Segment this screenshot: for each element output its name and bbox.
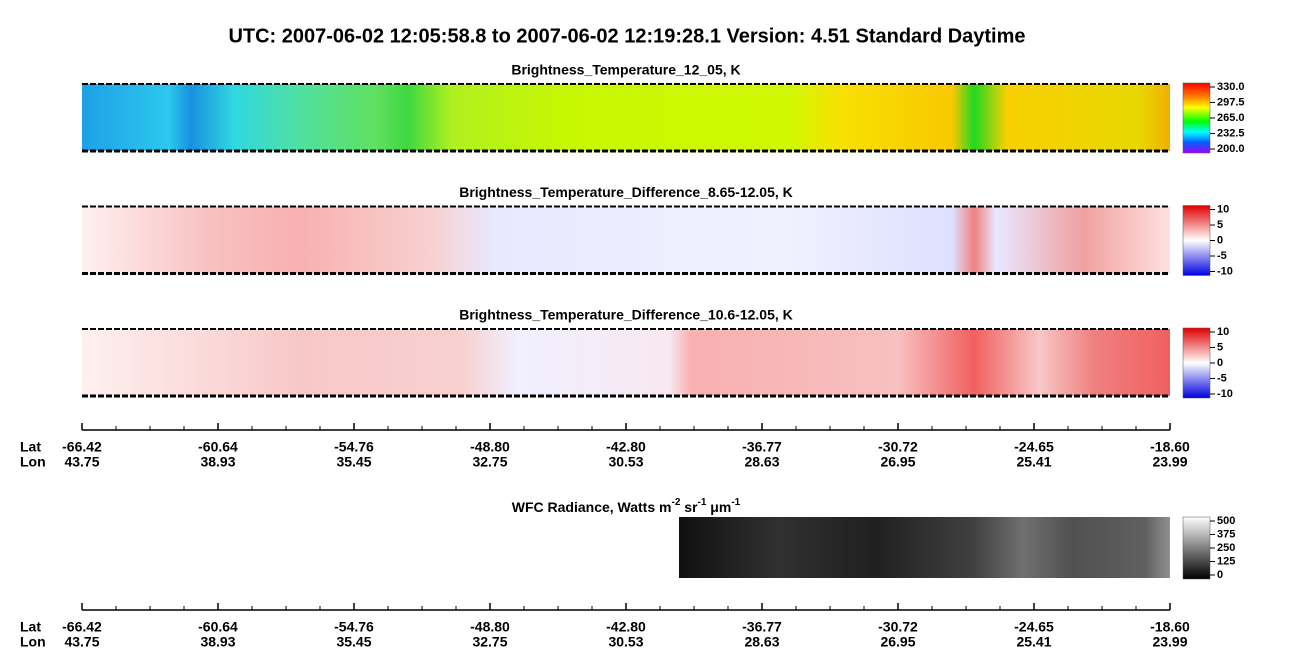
panel-title: Brightness_Temperature_Difference_8.65-1…: [459, 184, 793, 200]
colorbar-label: 200.0: [1217, 143, 1245, 155]
lat-label: -42.80: [606, 439, 646, 455]
lon-label: 35.45: [336, 634, 371, 650]
row-label: Lat: [20, 619, 41, 635]
colorbar-label: 10: [1217, 203, 1229, 215]
colorbar-label: -10: [1217, 265, 1233, 277]
title-part: -1: [731, 497, 740, 508]
title-part: μm: [706, 499, 731, 515]
lat-label: -36.77: [742, 439, 782, 455]
colorbar: [1182, 205, 1211, 276]
lat-label: -54.76: [334, 439, 374, 455]
lat-label: -54.76: [334, 619, 374, 635]
panel-title: Brightness_Temperature_12_05, K: [511, 62, 740, 78]
colorbar-label: 125: [1217, 555, 1235, 567]
lon-label: 30.53: [608, 454, 643, 470]
row-label: Lon: [20, 454, 46, 470]
title-part: WFC Radiance, Watts m: [512, 499, 672, 515]
lat-label: -48.80: [470, 439, 510, 455]
lon-label: 43.75: [64, 634, 99, 650]
lon-label: 25.41: [1016, 634, 1051, 650]
row-label: Lat: [20, 439, 41, 455]
colorbar-label: 0: [1217, 357, 1223, 369]
lat-label: -24.65: [1014, 619, 1054, 635]
lon-label: 32.75: [472, 454, 507, 470]
lon-label: 23.99: [1152, 634, 1187, 650]
lon-label: 43.75: [64, 454, 99, 470]
colorbar: [1182, 327, 1211, 399]
colorbar-label: 232.5: [1217, 127, 1245, 139]
image-strip: [679, 517, 1170, 578]
lat-label: -30.72: [878, 619, 918, 635]
colorbar-label: 297.5: [1217, 96, 1245, 108]
lon-label: 25.41: [1016, 454, 1051, 470]
colorbar: [1182, 516, 1211, 580]
title: UTC: 2007-06-02 12:05:58.8 to 2007-06-02…: [228, 25, 1025, 47]
lon-label: 23.99: [1152, 454, 1187, 470]
colorbar-label: 5: [1217, 341, 1223, 353]
lat-label: -36.77: [742, 619, 782, 635]
colorbar-label: -5: [1217, 250, 1227, 262]
colorbar-label: 375: [1217, 528, 1235, 540]
colorbar-label: 5: [1217, 219, 1223, 231]
lat-label: -18.60: [1150, 619, 1190, 635]
colorbar-label: 250: [1217, 542, 1235, 554]
lon-label: 38.93: [200, 454, 235, 470]
colorbar: [1182, 82, 1211, 154]
lat-label: -18.60: [1150, 439, 1190, 455]
title-part: -2: [671, 497, 680, 508]
lon-label: 30.53: [608, 634, 643, 650]
colorbar-label: 500: [1217, 515, 1235, 527]
lat-label: -60.64: [198, 619, 238, 635]
panel-title: Brightness_Temperature_Difference_10.6-1…: [459, 307, 793, 323]
lon-label: 38.93: [200, 634, 235, 650]
lat-label: -42.80: [606, 619, 646, 635]
title-part: -1: [698, 497, 707, 508]
lon-label: 26.95: [880, 634, 915, 650]
colorbar-label: 0: [1217, 569, 1223, 581]
image-strip: [82, 329, 1170, 396]
image-strip: [82, 84, 1170, 151]
lat-label: -30.72: [878, 439, 918, 455]
lon-label: 32.75: [472, 634, 507, 650]
title-part: sr: [680, 499, 698, 515]
colorbar-label: 265.0: [1217, 112, 1245, 124]
lon-label: 26.95: [880, 454, 915, 470]
lat-label: -66.42: [62, 619, 102, 635]
colorbar-label: 10: [1217, 326, 1229, 338]
colorbar-label: -10: [1217, 388, 1233, 400]
colorbar-label: -5: [1217, 372, 1227, 384]
lon-label: 28.63: [744, 634, 779, 650]
image-strip: [82, 206, 1170, 274]
colorbar-label: 0: [1217, 234, 1223, 246]
lat-label: -60.64: [198, 439, 238, 455]
lon-label: 28.63: [744, 454, 779, 470]
lon-label: 35.45: [336, 454, 371, 470]
panel-title: WFC Radiance, Watts m-2 sr-1 μm-1: [512, 497, 741, 515]
row-label: Lon: [20, 634, 46, 650]
lat-label: -66.42: [62, 439, 102, 455]
colorbar-label: 330.0: [1217, 81, 1245, 93]
lat-label: -24.65: [1014, 439, 1054, 455]
lat-label: -48.80: [470, 619, 510, 635]
